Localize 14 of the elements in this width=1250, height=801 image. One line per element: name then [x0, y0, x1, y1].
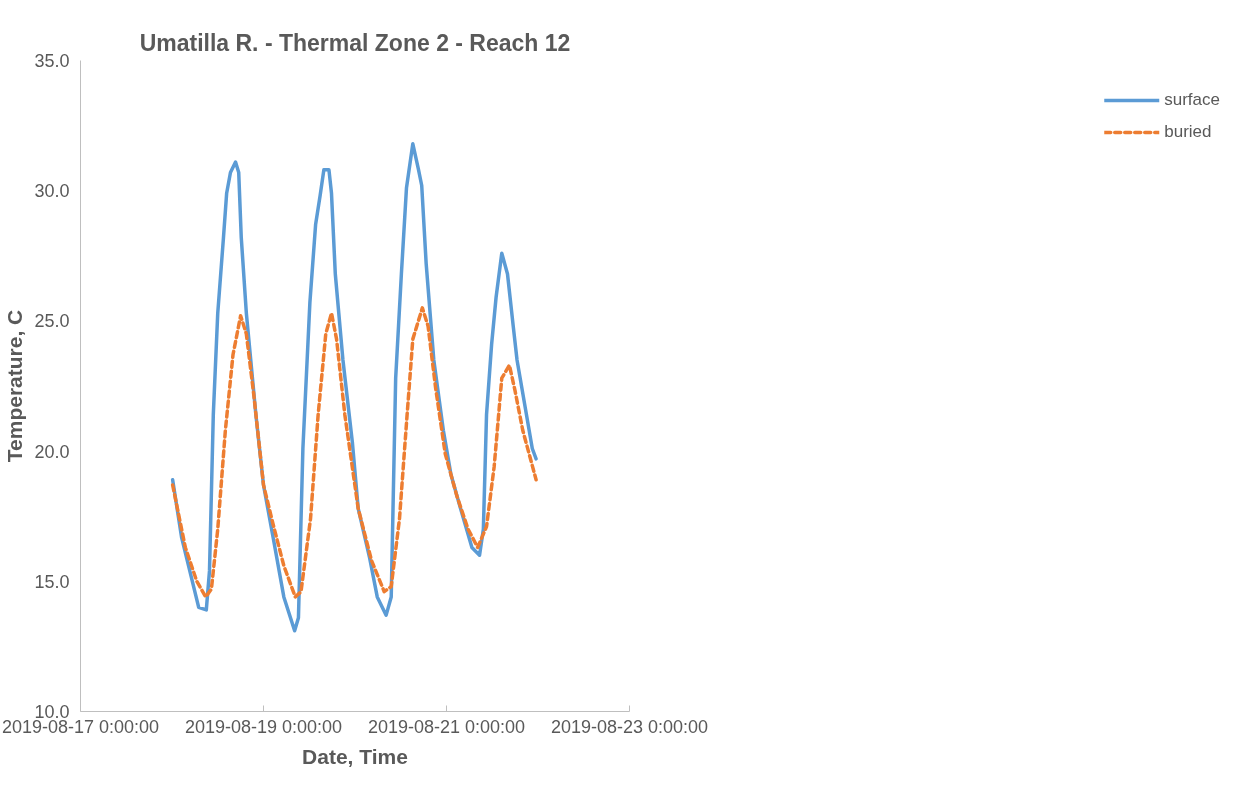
y-tick-label: 20.0	[34, 441, 70, 462]
x-tick-label: 2019-08-23 0:00:00	[550, 716, 709, 737]
y-tick-label: 15.0	[34, 571, 70, 592]
x-tick-label: 2019-08-21 0:00:00	[367, 716, 526, 737]
x-tick-label: 2019-08-19 0:00:00	[184, 716, 343, 737]
x-axis-title: Date, Time	[302, 744, 408, 768]
y-tick-label: 25.0	[34, 311, 70, 332]
y-tick-label: 30.0	[34, 181, 70, 202]
legend-label: surface	[1164, 90, 1220, 110]
chart-title: Umatilla R. - Thermal Zone 2 - Reach 12	[139, 29, 571, 56]
y-tick-label: 35.0	[34, 51, 70, 71]
line-series	[170, 306, 538, 599]
y-axis-title: Temperature, C	[3, 309, 27, 463]
legend-label: buried	[1164, 122, 1212, 142]
